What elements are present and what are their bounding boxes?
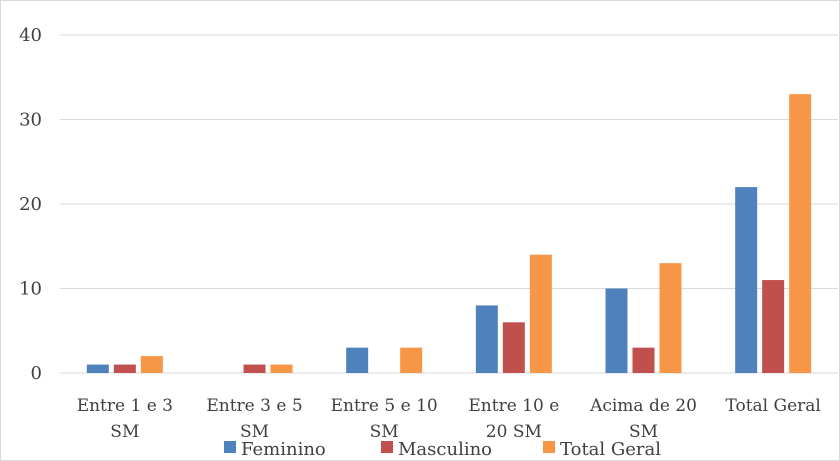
x-category-label: SM: [629, 422, 658, 442]
x-category-label: Entre 10 e: [468, 396, 559, 416]
bar-masculino-0: [113, 364, 136, 373]
legend-swatch: [224, 441, 236, 453]
gridlines: [60, 34, 838, 374]
y-tick-label: 20: [19, 194, 42, 215]
x-category-label: SM: [240, 422, 269, 442]
legend-label: Masculino: [398, 439, 492, 460]
legend-label: Feminino: [241, 439, 326, 460]
bar-total-geral-3: [529, 254, 552, 373]
bar-total-geral-5: [789, 94, 812, 374]
bar-masculino-3: [502, 322, 525, 373]
y-tick-label: 0: [31, 363, 42, 384]
x-category-label: Total Geral: [725, 396, 820, 416]
y-tick-label: 10: [19, 279, 42, 300]
legend-label: Total Geral: [560, 439, 661, 460]
bar-feminino-2: [346, 347, 369, 373]
x-category-label: SM: [370, 422, 399, 442]
bar-masculino-4: [632, 347, 655, 373]
bar-feminino-4: [605, 288, 628, 373]
x-category-label: Acima de 20: [589, 396, 697, 416]
bar-total-geral-0: [140, 356, 163, 373]
x-category-label: Entre 5 e 10: [331, 396, 438, 416]
x-category-label: Entre 3 e 5: [206, 396, 302, 416]
legend: Feminino Masculino Total Geral: [224, 439, 661, 460]
x-category-label: Entre 1 e 3: [77, 396, 173, 416]
bar-feminino-5: [735, 187, 758, 373]
x-axis-category-labels: Entre 1 e 3 SM Entre 3 e 5 SM Entre 5 e 10 SM…: [77, 396, 821, 442]
bars: [86, 94, 812, 374]
bar-masculino-1: [243, 364, 266, 373]
y-tick-label: 30: [19, 110, 42, 131]
x-category-label: 20 SM: [486, 422, 542, 442]
bar-total-geral-2: [400, 347, 423, 373]
y-tick-label: 40: [19, 25, 42, 46]
x-category-label: SM: [110, 422, 139, 442]
bar-total-geral-4: [659, 263, 682, 373]
y-axis-tick-labels: 0 10 20 30 40: [19, 25, 42, 384]
legend-swatch: [543, 441, 555, 453]
legend-swatch: [381, 441, 393, 453]
bar-masculino-5: [762, 280, 785, 373]
bar-total-geral-1: [270, 364, 293, 373]
bar-feminino-0: [86, 364, 109, 373]
bar-feminino-3: [475, 305, 498, 373]
